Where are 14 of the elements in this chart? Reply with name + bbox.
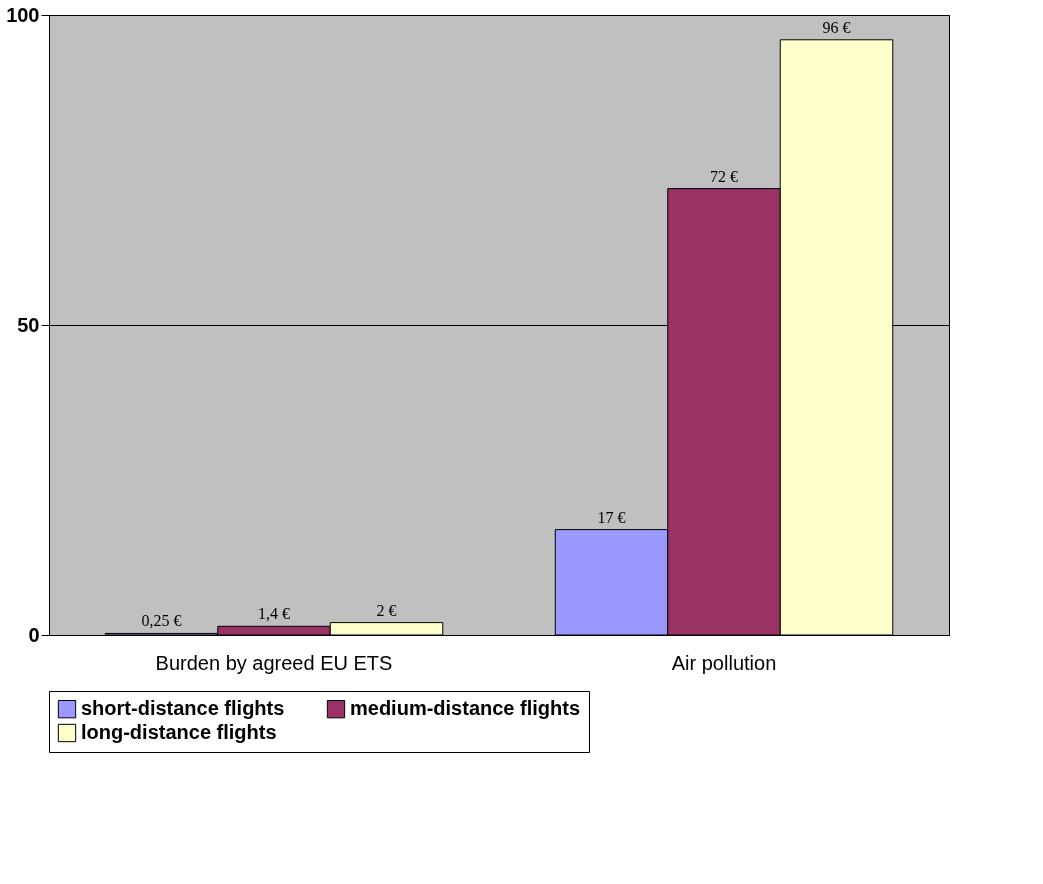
legend-label: medium-distance flights <box>350 697 581 720</box>
y-tick-label: 0 <box>28 623 40 646</box>
legend-label: short-distance flights <box>81 697 285 720</box>
data-label: 1,4 € <box>258 605 290 623</box>
x-tick-label: Burden by agreed EU ETS <box>155 651 393 674</box>
legend-label: long-distance flights <box>81 721 277 743</box>
data-label: 0,25 € <box>141 612 182 630</box>
y-tick-label: 50 <box>17 313 40 336</box>
data-label: 17 € <box>597 508 626 526</box>
data-label: 2 € <box>376 601 397 619</box>
x-tick-label: Air pollution <box>671 651 777 674</box>
y-tick-label: 100 <box>6 3 40 26</box>
data-label: 96 € <box>822 18 851 36</box>
data-label: 72 € <box>710 167 738 185</box>
